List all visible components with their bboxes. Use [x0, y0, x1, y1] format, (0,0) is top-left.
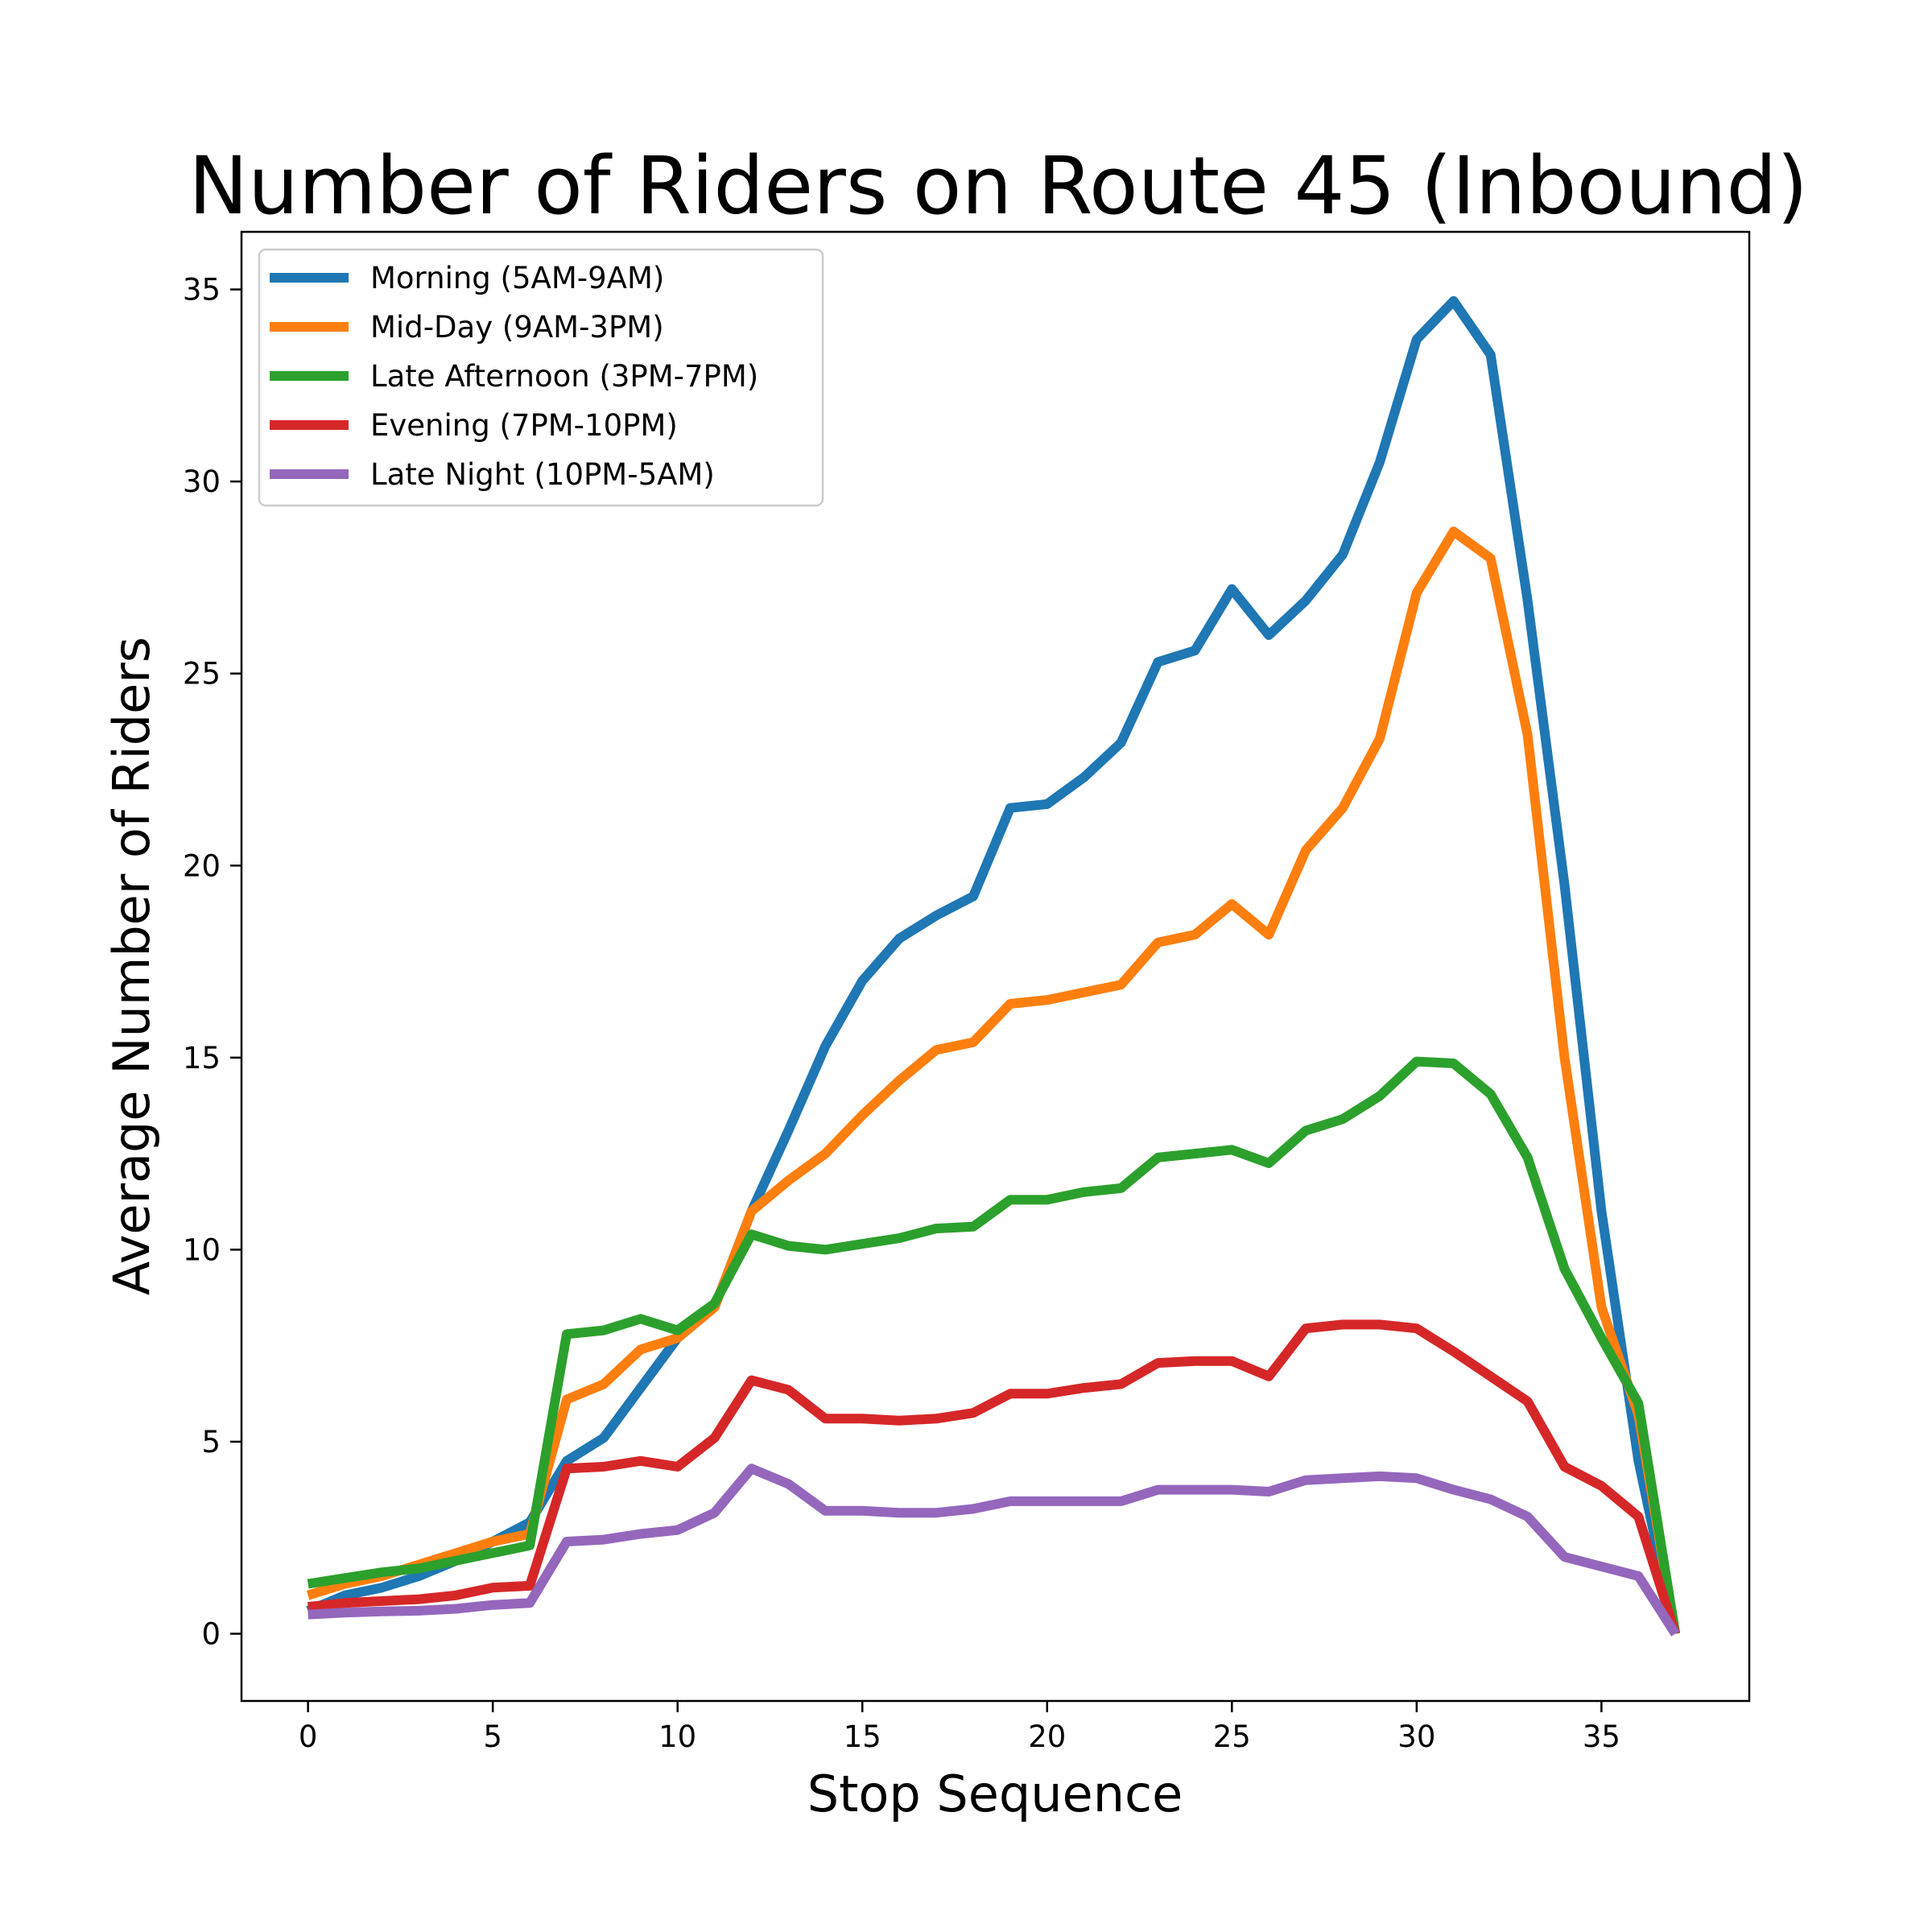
y-tick-label: 0: [201, 1617, 221, 1652]
legend-items: Morning (5AM-9AM) Mid-Day (9AM-3PM) Late A…: [270, 261, 758, 492]
y-tick-label: 25: [183, 657, 221, 691]
legend-frame: [258, 248, 824, 507]
y-tick-label: 10: [183, 1232, 221, 1267]
y-tick-label: 30: [183, 464, 221, 499]
series-line-4: [308, 1463, 1680, 1637]
legend-label-4: Late Night (10PM-5AM): [370, 457, 715, 492]
x-tick-label: 15: [844, 1719, 881, 1754]
legend-label-0: Morning (5AM-9AM): [370, 261, 664, 295]
y-tick-label: 15: [183, 1041, 221, 1075]
series-line-2: [307, 1056, 1681, 1635]
series-line-3: [307, 1319, 1680, 1636]
x-axis: 0 5 10 15 20 25 30 35: [299, 1701, 1620, 1754]
x-tick-label: 0: [299, 1719, 318, 1754]
x-tick-label: 30: [1397, 1719, 1435, 1754]
plot-frame: [240, 230, 1751, 1703]
x-tick-label: 25: [1213, 1719, 1251, 1754]
plot-area: [240, 230, 1751, 1703]
legend-label-1: Mid-Day (9AM-3PM): [370, 310, 664, 345]
x-tick-label: 20: [1028, 1719, 1066, 1754]
y-tick-label: 5: [201, 1425, 221, 1459]
x-axis-label: Stop Sequence: [807, 1765, 1183, 1823]
chart-title: Number of Riders on Route 45 (Inbound): [188, 140, 1808, 233]
legend-label-2: Late Afternoon (3PM-7PM): [370, 359, 758, 394]
y-axis: 0 5 10 15 20 25 30 35: [183, 273, 242, 1652]
x-tick-label: 5: [483, 1719, 502, 1754]
legend: Morning (5AM-9AM) Mid-Day (9AM-3PM) Late A…: [258, 248, 824, 507]
x-tick-label: 10: [658, 1719, 696, 1754]
legend-label-3: Evening (7PM-10PM): [370, 408, 678, 443]
x-tick-label: 35: [1583, 1719, 1620, 1754]
series-layer: [306, 295, 1681, 1637]
y-axis-label: Average Number of Riders: [102, 637, 161, 1295]
y-tick-label: 20: [183, 848, 221, 883]
y-tick-label: 35: [183, 273, 221, 308]
